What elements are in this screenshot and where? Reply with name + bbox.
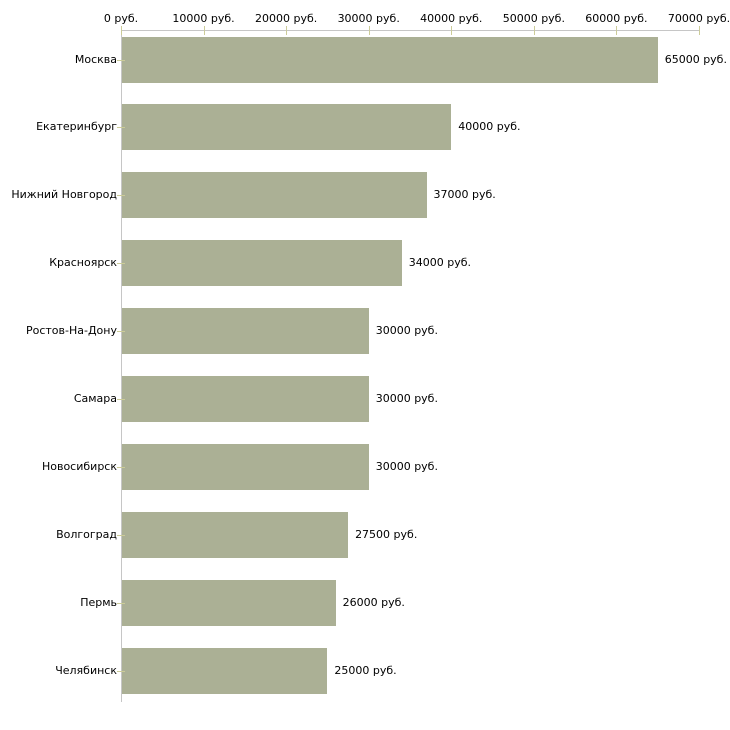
category-tick xyxy=(117,331,125,333)
x-axis-tick xyxy=(121,26,122,35)
value-label: 30000 руб. xyxy=(375,392,438,405)
category-label: Пермь xyxy=(80,595,117,609)
category-label: Красноярск xyxy=(49,256,117,270)
y-axis-line xyxy=(121,30,122,702)
category-label: Москва xyxy=(74,52,117,66)
x-axis-tick-label: 0 руб. xyxy=(103,12,139,25)
category-tick xyxy=(117,466,125,468)
category-label: Новосибирск xyxy=(41,459,117,473)
x-axis-tick xyxy=(616,26,618,35)
bar xyxy=(122,443,369,490)
bar xyxy=(122,308,369,355)
bar xyxy=(122,36,658,83)
value-label: 26000 руб. xyxy=(342,595,405,609)
category-label: Нижний Новгород xyxy=(11,188,117,202)
x-axis-tick xyxy=(533,26,535,35)
category-tick xyxy=(117,670,125,672)
category-label: Екатеринбург xyxy=(36,120,117,134)
value-label: 34000 руб. xyxy=(408,256,471,270)
bar xyxy=(122,172,427,219)
x-axis-tick-label: 30000 руб. xyxy=(337,12,400,25)
x-axis-tick-label: 40000 руб. xyxy=(420,12,483,25)
category-label: Ростов-На-Дону xyxy=(25,324,117,338)
bar xyxy=(122,104,452,151)
x-axis-tick-label: 50000 руб. xyxy=(502,12,565,25)
bar xyxy=(122,647,328,694)
x-axis-tick-label: 20000 руб. xyxy=(255,12,318,25)
category-tick xyxy=(117,534,125,536)
value-label: 37000 руб. xyxy=(433,188,496,202)
x-axis-tick xyxy=(203,26,205,35)
x-axis-tick-label: 60000 руб. xyxy=(585,12,648,25)
value-label: 30000 руб. xyxy=(375,324,438,338)
bar xyxy=(122,240,402,287)
category-label: Самара xyxy=(73,392,117,405)
x-axis-line xyxy=(121,30,700,31)
x-axis-tick xyxy=(368,26,370,35)
value-label: 25000 руб. xyxy=(334,663,397,677)
category-tick xyxy=(117,263,125,265)
x-axis-tick xyxy=(699,26,700,35)
value-label: 27500 руб. xyxy=(355,527,418,541)
bar xyxy=(122,579,336,626)
value-label: 40000 руб. xyxy=(458,120,521,134)
bar xyxy=(122,511,349,558)
category-tick xyxy=(117,127,125,129)
bar xyxy=(122,376,369,422)
category-tick xyxy=(117,399,125,400)
category-tick xyxy=(117,59,125,61)
category-tick xyxy=(117,602,125,604)
x-axis-tick xyxy=(451,26,453,35)
x-axis-tick-label: 10000 руб. xyxy=(172,12,235,25)
value-label: 30000 руб. xyxy=(375,459,438,473)
x-axis-tick xyxy=(286,26,288,35)
x-axis-tick-label: 70000 руб. xyxy=(667,12,730,25)
category-tick xyxy=(117,195,125,197)
value-label: 65000 руб. xyxy=(664,52,727,66)
category-label: Челябинск xyxy=(55,663,117,677)
category-label: Волгоград xyxy=(56,527,117,541)
